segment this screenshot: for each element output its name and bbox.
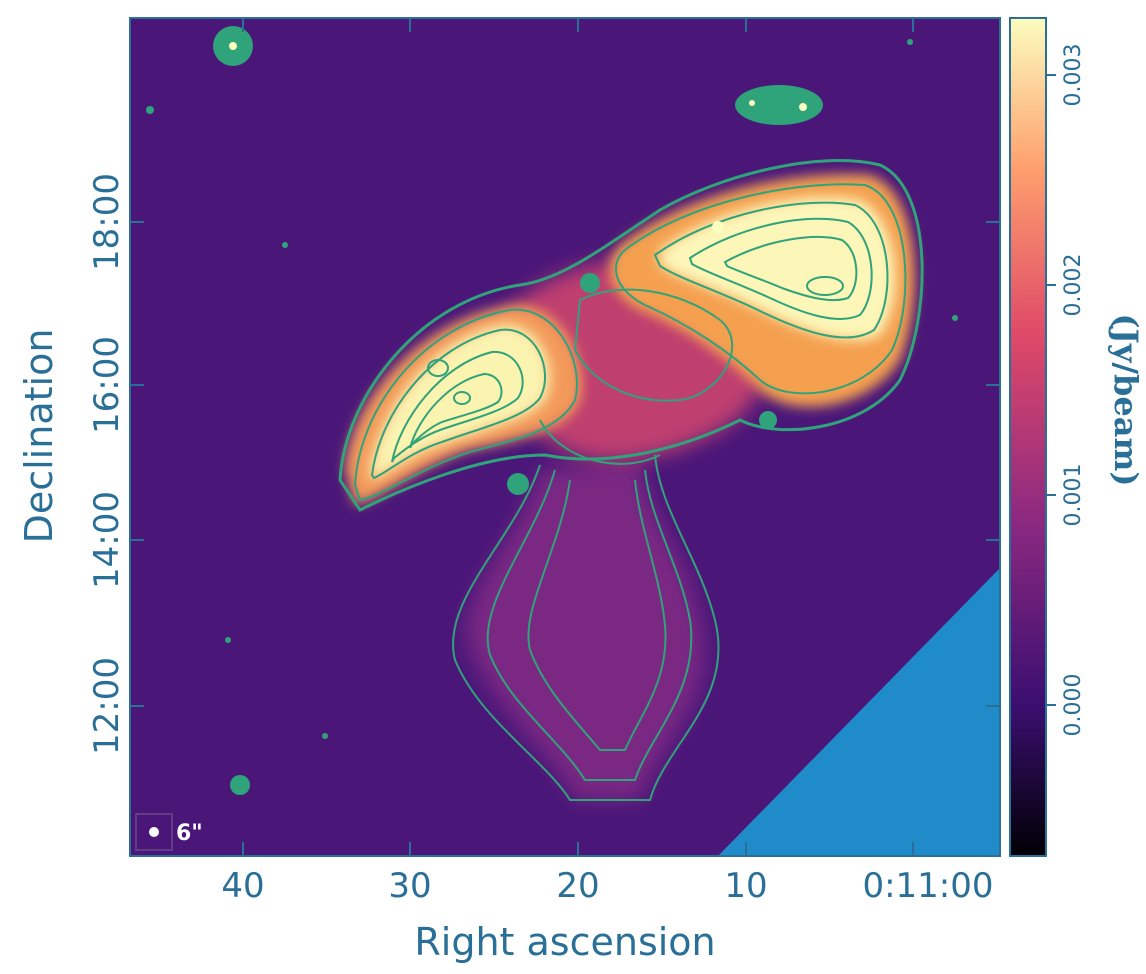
x-axis-label: Right ascension: [414, 920, 715, 964]
x-tick-label: 30: [388, 866, 431, 906]
x-tick-label: 20: [556, 866, 599, 906]
colorbar-label: (Jy/beam): [1107, 313, 1145, 486]
x-tick-label: 0:11:00: [862, 866, 993, 906]
y-tick-label: 14:00: [87, 491, 127, 589]
image-panel: [130, 18, 1000, 856]
colorbar: 0.000 0.001 0.002 0.003 (Jy/beam): [1010, 18, 1145, 856]
y-tick-labels: 12:00 14:00 16:00 18:00: [87, 173, 127, 755]
beam-label: 6": [176, 821, 203, 846]
y-axis-label: Declination: [17, 329, 61, 544]
colorbar-tick-label: 0.003: [1061, 44, 1086, 107]
y-tick-label: 12:00: [87, 657, 127, 755]
colorbar-tick-label: 0.000: [1061, 674, 1086, 737]
x-tick-labels: 40 30 20 10 0:11:00: [221, 866, 993, 906]
source-bottom-left: [230, 775, 250, 795]
colorbar-gradient: [1010, 18, 1046, 856]
y-tick-label: 16:00: [87, 336, 127, 434]
source-near-lobe: [507, 473, 529, 495]
y-tick-label: 18:00: [87, 173, 127, 271]
x-tick-label: 40: [221, 866, 264, 906]
beam-ellipse: [149, 827, 159, 837]
double-source-top-right: [735, 85, 823, 125]
colorbar-tick-label: 0.001: [1061, 464, 1086, 527]
x-tick-label: 10: [724, 866, 767, 906]
colorbar-tick-label: 0.002: [1061, 254, 1086, 317]
